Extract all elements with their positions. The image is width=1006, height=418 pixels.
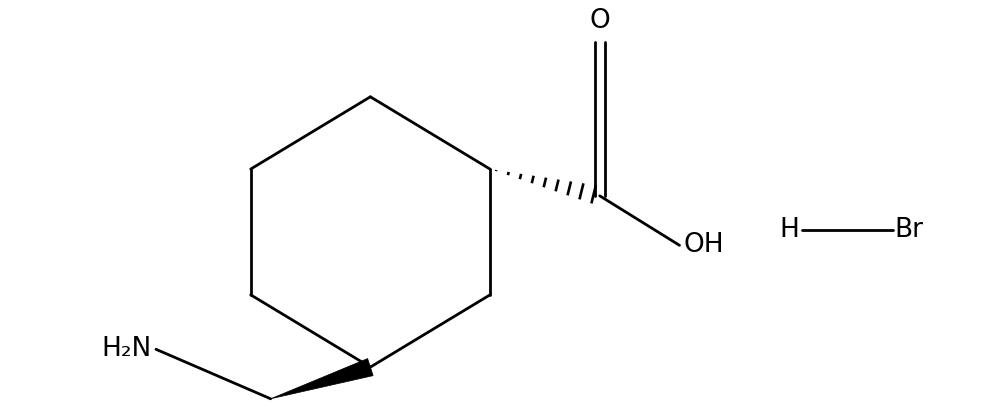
Polygon shape	[271, 359, 373, 399]
Text: OH: OH	[683, 232, 724, 258]
Text: O: O	[590, 8, 610, 34]
Text: H: H	[780, 217, 799, 243]
Text: Br: Br	[894, 217, 924, 243]
Text: H₂N: H₂N	[102, 336, 152, 362]
